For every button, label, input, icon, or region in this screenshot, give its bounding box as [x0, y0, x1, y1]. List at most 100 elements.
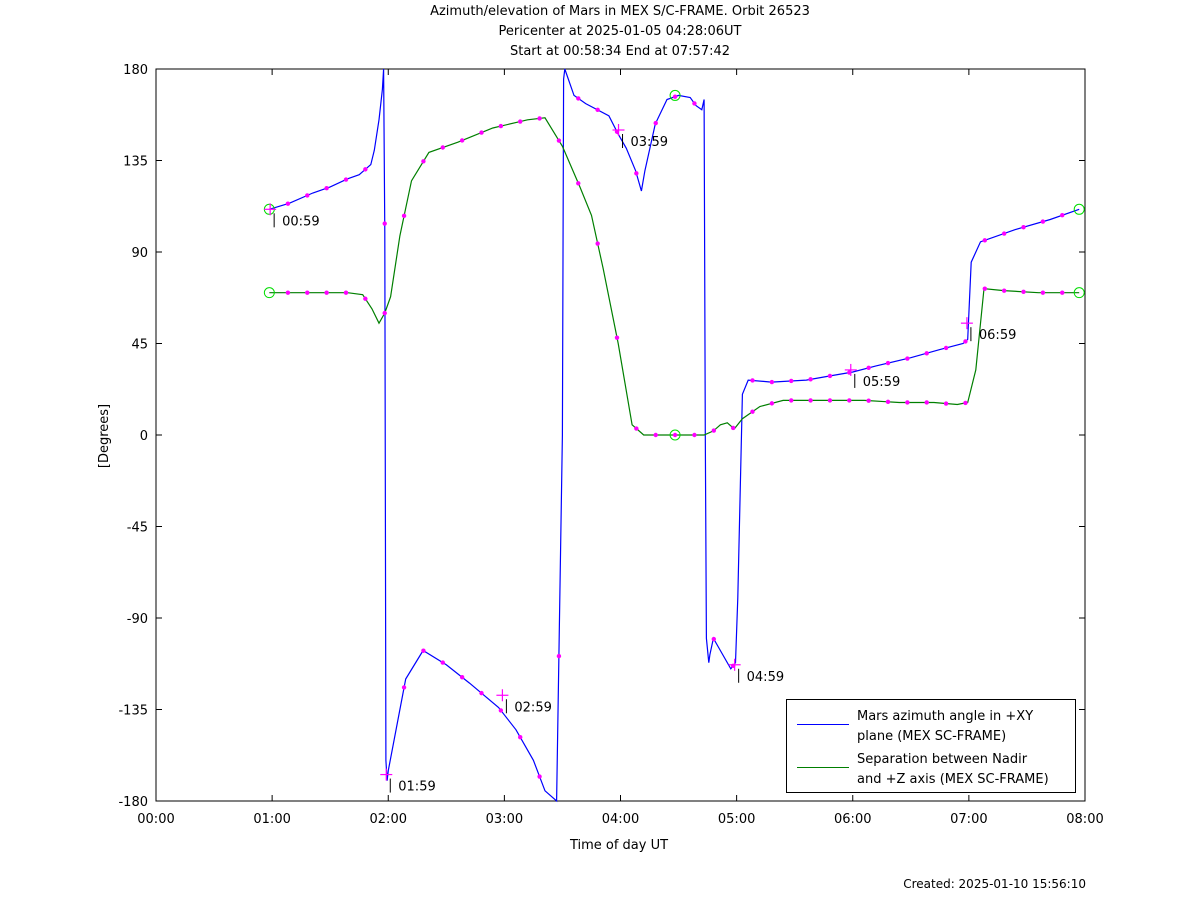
data-point-marker — [305, 290, 310, 295]
endpoint-marker — [1073, 287, 1085, 299]
data-point-marker — [808, 377, 813, 382]
time-label: 03:59 — [631, 135, 668, 150]
data-point-marker — [789, 398, 794, 403]
series-layer — [269, 68, 1080, 803]
data-point-marker — [556, 138, 562, 143]
data-point-marker — [905, 400, 910, 405]
data-point-marker — [479, 130, 484, 135]
data-point-marker — [769, 401, 775, 406]
marker-layer — [263, 89, 1085, 779]
data-point-marker — [866, 398, 871, 403]
data-point-marker — [634, 171, 639, 176]
data-point-marker — [537, 116, 542, 121]
y-tick-label: 90 — [131, 246, 148, 261]
y-tick-label: -45 — [127, 521, 148, 536]
data-point-marker — [924, 400, 929, 405]
data-point-marker — [1021, 225, 1026, 230]
data-point-marker — [885, 360, 891, 366]
x-tick-label: 05:00 — [718, 812, 755, 827]
plot-frame — [155, 68, 1086, 802]
data-point-marker — [324, 185, 329, 191]
data-point-marker — [440, 660, 445, 665]
time-label-layer: 00:59 01:59 02:59 03:59 04:59 05:59 06:59 — [264, 124, 1016, 795]
y-tick-label: -135 — [118, 704, 148, 719]
data-point-marker — [498, 123, 504, 129]
data-point-marker — [421, 159, 426, 164]
data-point-marker — [518, 735, 523, 740]
y-tick-label: -180 — [118, 795, 148, 810]
x-tick-label: 03:00 — [486, 812, 523, 827]
data-point-marker — [672, 94, 678, 99]
data-point-marker — [1001, 231, 1007, 236]
x-tick-label: 01:00 — [253, 812, 290, 827]
data-point-marker — [518, 119, 523, 124]
data-point-marker — [653, 120, 658, 126]
data-point-marker — [905, 356, 910, 361]
legend-label-separation-2: and +Z axis (MEX SC-FRAME) — [857, 772, 1049, 787]
data-point-marker — [924, 351, 929, 356]
data-point-marker — [1001, 288, 1007, 293]
data-point-marker — [1040, 290, 1046, 295]
pericenter-marker — [669, 429, 681, 441]
data-point-marker — [789, 378, 794, 384]
chart-subtitle-time-range: Start at 00:58:34 End at 07:57:42 — [509, 44, 731, 59]
data-point-marker — [440, 145, 445, 150]
data-point-marker — [692, 101, 697, 106]
x-tick-label: 06:00 — [834, 812, 871, 827]
legend-label-azimuth-1: Mars azimuth angle in +XY — [857, 709, 1034, 724]
data-point-marker — [653, 432, 658, 438]
data-point-marker — [285, 201, 291, 206]
data-point-marker — [363, 167, 368, 172]
data-point-marker — [847, 398, 852, 403]
data-point-marker — [750, 409, 755, 414]
data-point-marker — [866, 365, 871, 370]
data-point-marker — [382, 310, 387, 316]
time-label: 01:59 — [398, 780, 435, 795]
data-point-marker — [556, 653, 562, 659]
time-label: 00:59 — [282, 214, 319, 229]
data-point-marker — [343, 177, 349, 182]
data-point-marker — [827, 373, 833, 379]
data-point-marker — [498, 708, 504, 713]
time-label: 04:59 — [747, 670, 784, 685]
created-timestamp: Created: 2025-01-10 15:56:10 — [903, 877, 1086, 891]
data-point-marker — [576, 96, 581, 101]
data-point-marker — [1060, 290, 1065, 295]
pericenter-marker — [669, 89, 681, 101]
y-tick-label: 180 — [123, 63, 148, 78]
data-point-marker — [692, 432, 697, 438]
time-label: 02:59 — [514, 700, 551, 715]
data-point-marker — [750, 378, 755, 383]
data-point-marker — [459, 138, 465, 143]
separation-series-line — [269, 117, 1080, 436]
legend: Mars azimuth angle in +XY plane (MEX SC-… — [786, 699, 1076, 793]
data-point-marker — [982, 286, 988, 291]
data-point-marker — [401, 213, 407, 219]
data-point-marker — [382, 221, 387, 226]
data-point-marker — [808, 398, 813, 403]
y-tick-label: 135 — [123, 155, 148, 170]
data-point-marker — [769, 379, 775, 385]
data-point-marker — [1021, 289, 1026, 294]
legend-swatch-separation — [797, 767, 849, 768]
data-point-marker — [479, 690, 484, 696]
data-point-marker — [634, 426, 639, 431]
x-tick-label: 00:00 — [137, 812, 174, 827]
data-point-marker — [285, 290, 291, 295]
azimuth-series-line — [269, 68, 1080, 803]
chart-title: Azimuth/elevation of Mars in MEX S/C-FRA… — [430, 4, 810, 19]
x-tick-label: 07:00 — [950, 812, 987, 827]
chart-subtitle-pericenter: Pericenter at 2025-01-05 04:28:06UT — [498, 24, 742, 39]
time-label: 06:59 — [979, 328, 1016, 343]
y-tick-label: 45 — [131, 338, 148, 353]
endpoint-marker — [1073, 203, 1085, 215]
x-tick-label: 02:00 — [370, 812, 407, 827]
legend-label-azimuth-2: plane (MEX SC-FRAME) — [857, 729, 1007, 744]
data-point-marker — [711, 636, 716, 642]
x-tick-label: 08:00 — [1066, 812, 1103, 827]
x-tick-label: 04:00 — [602, 812, 639, 827]
endpoint-marker — [263, 287, 275, 299]
data-point-marker — [459, 675, 465, 680]
data-point-marker — [943, 401, 949, 406]
data-point-marker — [1060, 213, 1065, 218]
